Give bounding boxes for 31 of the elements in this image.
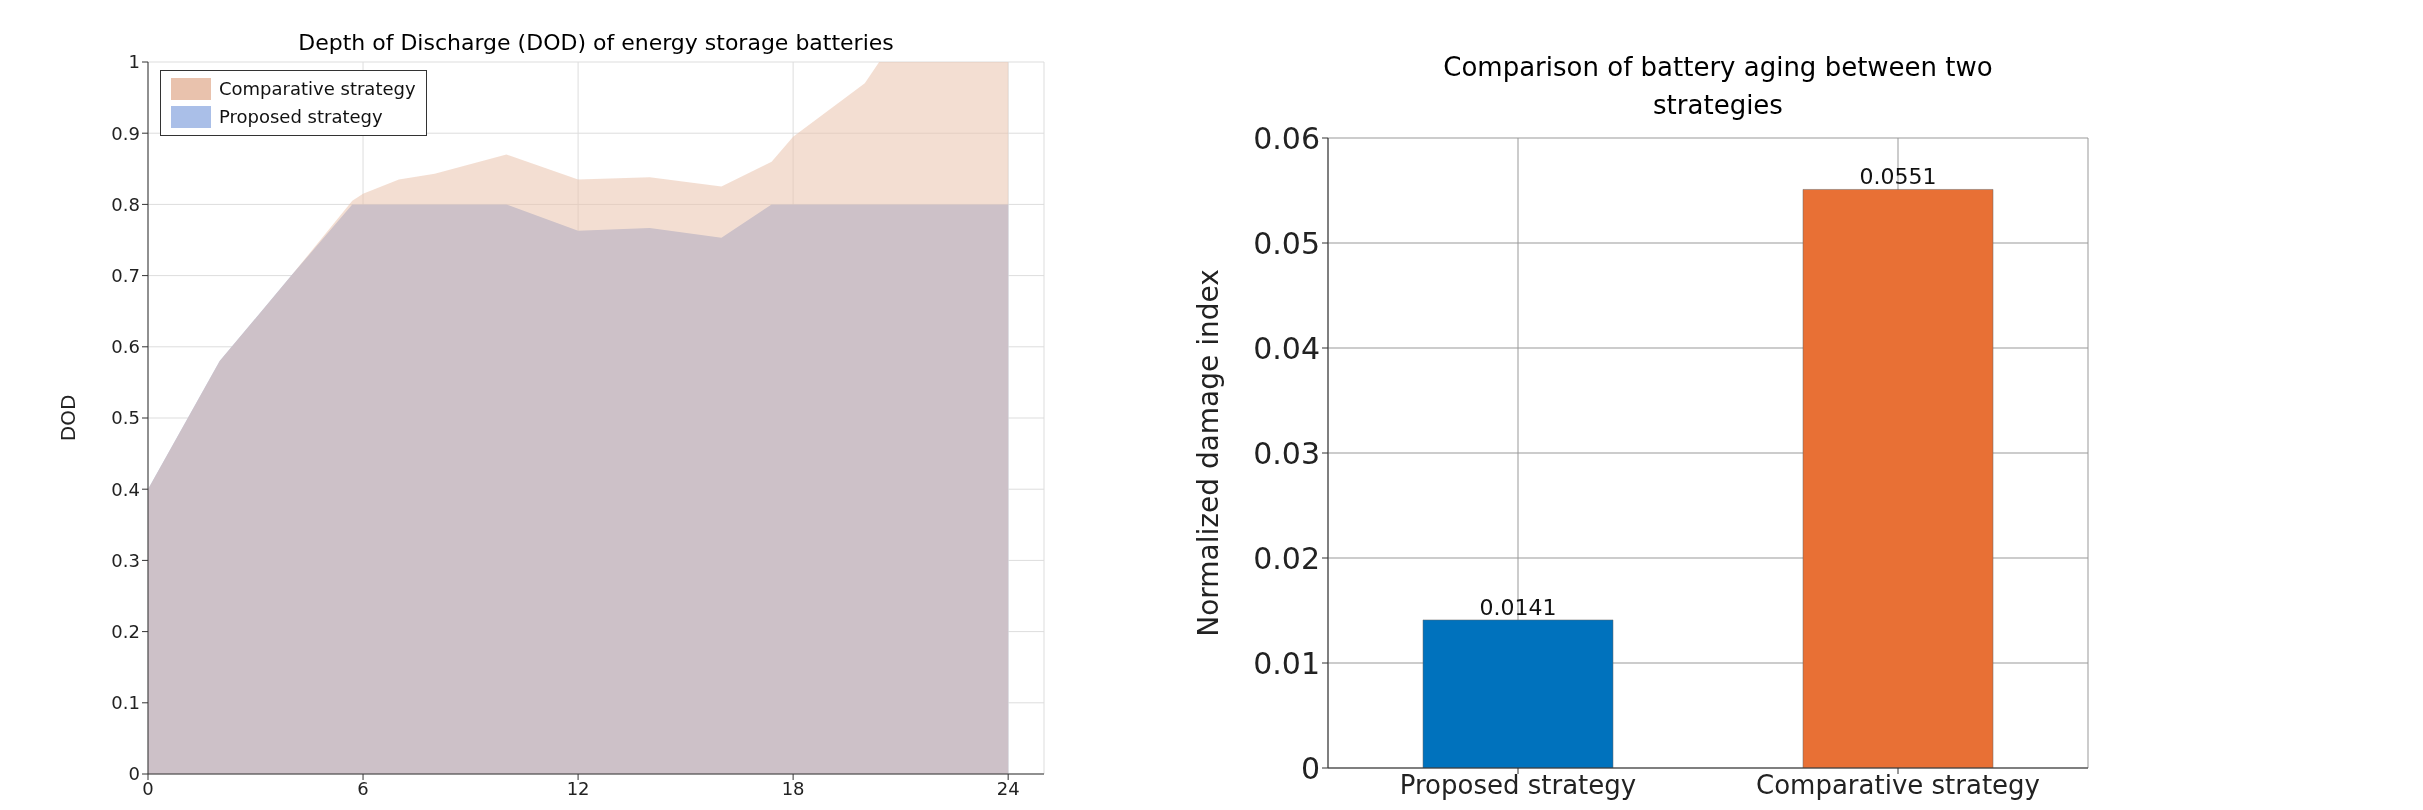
- legend-label: Proposed strategy: [219, 105, 383, 129]
- data-label: 0.0551: [1859, 164, 1937, 190]
- y-axis-title: Normalized damage index: [1191, 269, 1225, 637]
- y-tick-label: 0.2: [111, 620, 140, 642]
- y-tick-label: 0.1: [111, 692, 140, 714]
- y-tick-label: 1: [128, 51, 140, 73]
- y-tick-label: 0.6: [111, 336, 140, 358]
- y-axis-title: DOD: [56, 394, 81, 442]
- x-tick-label: 12: [566, 777, 590, 799]
- data-label: 0.0141: [1479, 594, 1557, 620]
- y-tick-label: 0.4: [111, 478, 140, 500]
- x-tick-label: Comparative strategy: [1756, 770, 2040, 801]
- x-tick-label: 24: [996, 777, 1020, 799]
- x-tick-label: 6: [357, 777, 369, 799]
- y-tick-label: 0.01: [1253, 645, 1320, 681]
- y-tick-label: 0.06: [1253, 120, 1320, 156]
- y-tick-label: 0.5: [111, 407, 140, 429]
- x-tick-label: 18: [781, 777, 805, 799]
- legend-label: Comparative strategy: [219, 77, 416, 101]
- x-tick-label: 0: [142, 777, 154, 799]
- y-tick-label: 0.02: [1253, 540, 1320, 576]
- y-tick-label: 0.3: [111, 549, 140, 571]
- y-tick-label: 0.9: [111, 122, 140, 144]
- x-tick-label: Proposed strategy: [1399, 770, 1637, 801]
- y-tick-label: 0.8: [111, 193, 140, 215]
- chart-title: Depth of Discharge (DOD) of energy storage batteries: [297, 30, 895, 55]
- y-tick-label: 0.03: [1253, 435, 1320, 471]
- chart-title: Comparison of battery aging between two strategies: [1442, 51, 1994, 122]
- y-tick-label: 0.05: [1253, 225, 1320, 261]
- y-tick-label: 0.04: [1253, 330, 1320, 366]
- y-tick-label: 0.7: [111, 264, 140, 286]
